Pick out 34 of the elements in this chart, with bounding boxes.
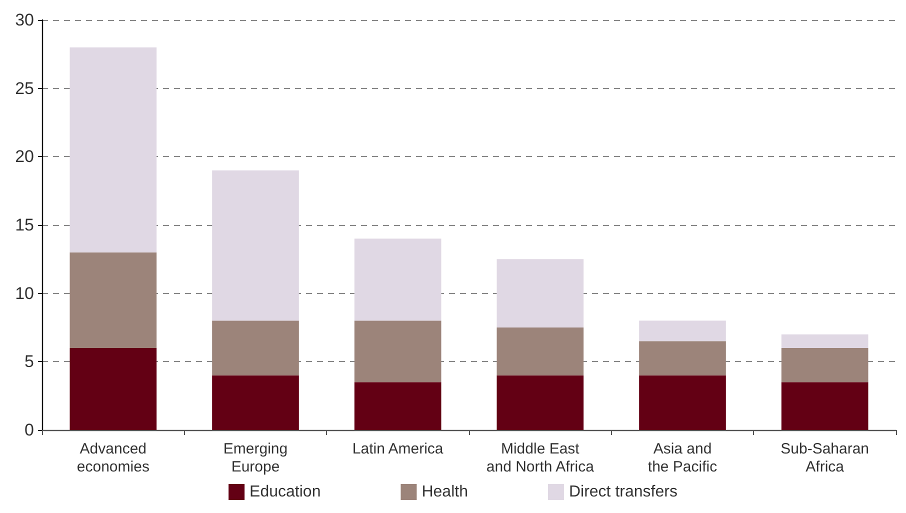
bar [354,320,442,382]
bar [70,252,157,348]
x-tick-label: Asia and the Pacific [648,440,718,476]
bar [70,348,157,430]
x-tick-label: Middle East and North Africa [486,440,595,476]
bar [212,170,299,321]
legend-label: Direct transfers [568,484,678,500]
bar [781,334,868,348]
y-tick-label: 10 [15,284,34,303]
legend-label: Education [250,484,321,500]
bar [496,328,584,376]
bar [639,320,726,342]
bar [212,375,299,430]
y-tick-label: 25 [15,78,34,98]
y-tick-label: 0 [24,420,34,440]
bar [781,348,868,382]
y-tick-label: 15 [15,216,34,234]
bar [354,382,442,430]
y-tick-label: 30 [15,10,34,30]
legend-label: Health [422,484,468,500]
bar [639,375,726,430]
bar [781,382,868,430]
x-tick-label: Sub-Saharan Africa [780,440,870,476]
y-tick-label: 20 [15,147,34,166]
x-tick-label: Emerging Europe [223,440,288,476]
x-tick-label: Advanced economies [76,440,150,476]
x-tick-label: Latin America [352,440,444,458]
bar [70,47,157,252]
bar [496,259,584,328]
bar [354,238,442,321]
bar [639,341,726,376]
bar [212,320,299,376]
bar [496,375,584,430]
y-tick-label: 5 [24,352,34,372]
